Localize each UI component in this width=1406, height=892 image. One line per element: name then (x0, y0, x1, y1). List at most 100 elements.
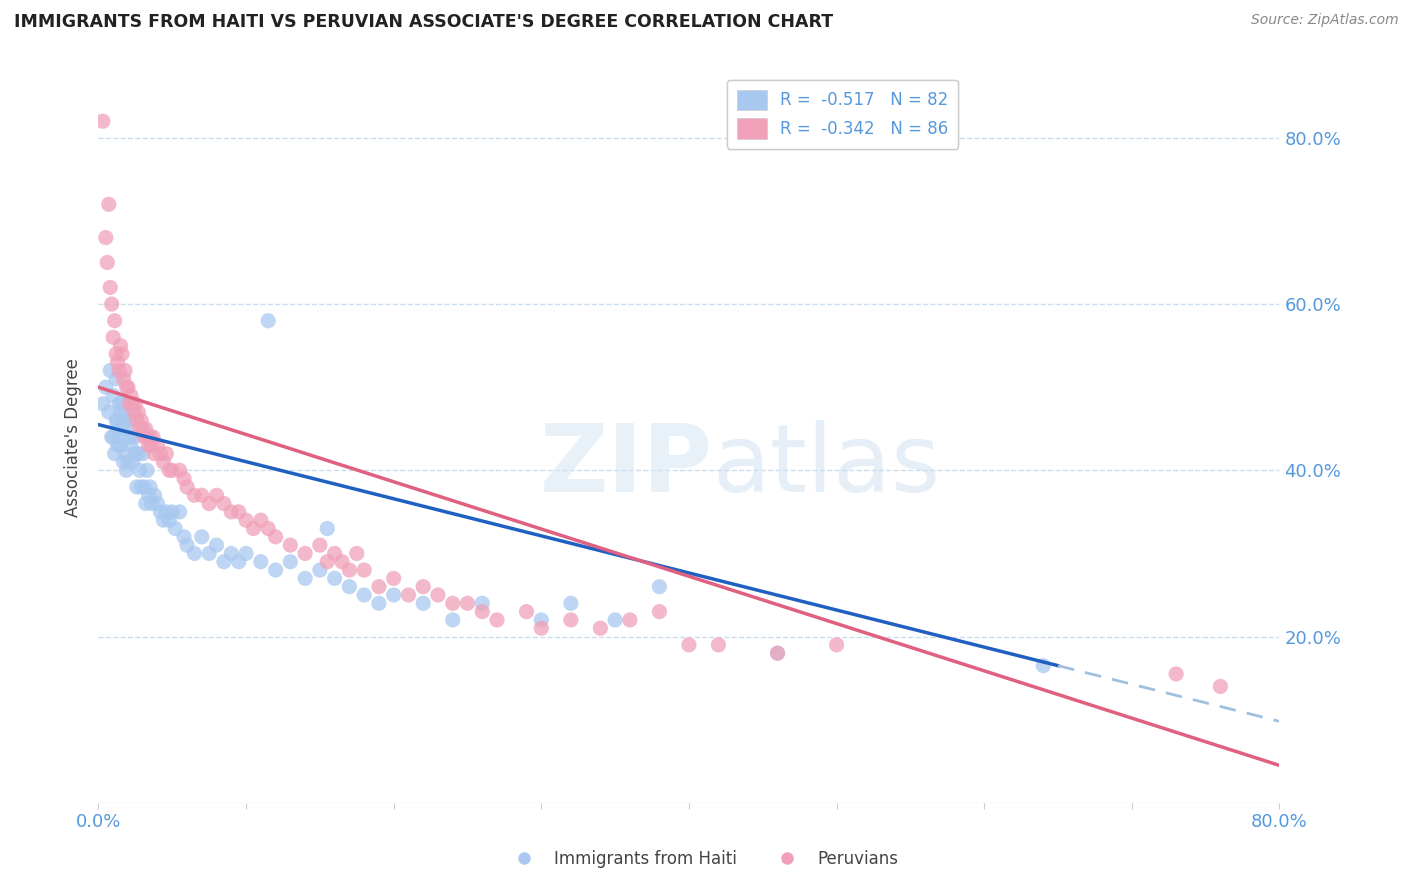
Point (94, 380, 117, 394)
Point (382, 588, 405, 602)
Point (134, 430, 156, 444)
Point (108, 430, 131, 444)
Point (235, 513, 257, 527)
Point (412, 580, 434, 594)
Point (152, 513, 174, 527)
Point (165, 521, 187, 535)
Point (128, 463, 150, 477)
Point (136, 430, 159, 444)
Point (149, 447, 172, 461)
Point (122, 405, 145, 419)
Point (346, 546, 368, 560)
Point (111, 347, 134, 361)
Point (219, 505, 242, 519)
Point (198, 497, 221, 511)
Point (118, 397, 141, 411)
Point (456, 596, 478, 610)
Point (141, 497, 163, 511)
Point (143, 447, 166, 461)
Point (382, 571, 405, 585)
Point (122, 430, 145, 444)
Point (212, 555, 235, 569)
Point (486, 613, 509, 627)
Point (129, 413, 152, 427)
Point (129, 480, 152, 494)
Text: Source: ZipAtlas.com: Source: ZipAtlas.com (1251, 13, 1399, 28)
Point (396, 588, 419, 602)
Point (441, 613, 464, 627)
Point (316, 521, 339, 535)
Point (589, 621, 612, 635)
Point (108, 363, 131, 377)
Point (191, 488, 214, 502)
Point (825, 638, 848, 652)
Point (264, 530, 287, 544)
Point (323, 571, 346, 585)
Point (110, 338, 132, 352)
Point (132, 447, 155, 461)
Point (339, 563, 360, 577)
Point (316, 555, 339, 569)
Point (139, 430, 162, 444)
Point (138, 438, 160, 452)
Point (323, 546, 346, 560)
Point (105, 413, 128, 427)
Point (120, 438, 142, 452)
Text: ZIP: ZIP (540, 420, 713, 512)
Point (96, 255, 118, 269)
Point (125, 413, 148, 427)
Point (471, 605, 494, 619)
Point (127, 405, 149, 419)
Point (257, 314, 280, 328)
Point (111, 422, 134, 436)
Point (242, 521, 264, 535)
Point (115, 463, 138, 477)
Point (134, 480, 156, 494)
Point (619, 613, 641, 627)
Point (176, 480, 198, 494)
Point (100, 297, 122, 311)
Point (183, 488, 205, 502)
Point (157, 513, 180, 527)
Point (235, 546, 257, 560)
Point (121, 397, 143, 411)
Point (560, 613, 582, 627)
Point (530, 621, 553, 635)
Point (107, 413, 129, 427)
Point (198, 546, 221, 560)
Point (98, 363, 121, 377)
Point (155, 447, 177, 461)
Point (205, 538, 228, 552)
Point (309, 538, 332, 552)
Point (91, 114, 114, 128)
Point (441, 596, 464, 610)
Point (135, 497, 157, 511)
Point (162, 505, 183, 519)
Point (309, 563, 332, 577)
Point (471, 596, 494, 610)
Point (97, 405, 120, 419)
Point (191, 530, 214, 544)
Point (219, 546, 242, 560)
Point (766, 646, 789, 660)
Point (530, 613, 553, 627)
Point (515, 605, 537, 619)
Point (176, 538, 198, 552)
Point (124, 397, 146, 411)
Point (278, 538, 302, 552)
Point (678, 638, 700, 652)
Point (108, 397, 131, 411)
Point (294, 546, 316, 560)
Point (162, 463, 183, 477)
Point (117, 413, 139, 427)
Point (127, 447, 149, 461)
Point (114, 363, 136, 377)
Point (1032, 658, 1054, 673)
Point (339, 580, 360, 594)
Point (103, 330, 125, 344)
Point (353, 563, 375, 577)
Point (115, 422, 138, 436)
Legend: R =  -0.517   N = 82, R =  -0.342   N = 86: R = -0.517 N = 82, R = -0.342 N = 86 (727, 79, 957, 149)
Point (353, 588, 375, 602)
Point (138, 488, 160, 502)
